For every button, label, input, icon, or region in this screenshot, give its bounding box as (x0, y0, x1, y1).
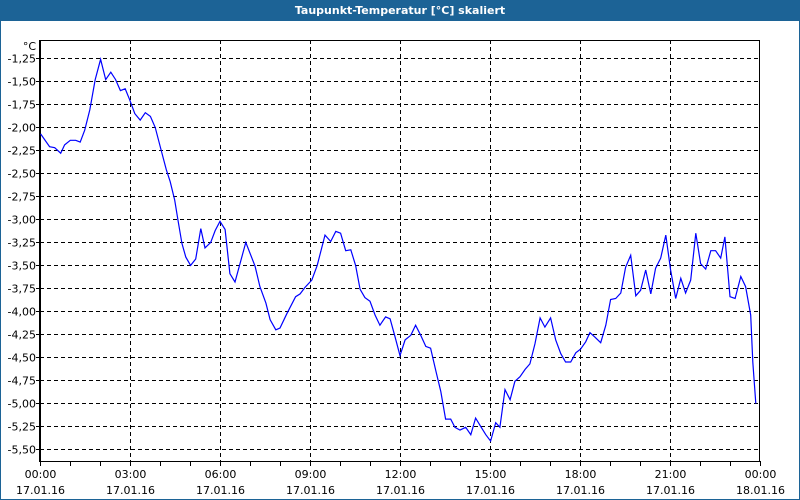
y-tick-label: -3,50 (8, 260, 36, 273)
x-tick-label-time: 21:00 (655, 468, 687, 481)
y-axis-unit-label: °C (23, 40, 37, 53)
x-tick-label-time: 18:00 (565, 468, 597, 481)
y-tick-label: -3,75 (8, 283, 36, 296)
y-tick-label: -1,75 (8, 99, 36, 112)
y-tick-label: -2,00 (8, 122, 36, 135)
y-tick-label: -5,50 (8, 444, 36, 457)
window-title: Taupunkt-Temperatur [°C] skaliert (1, 1, 799, 21)
x-tick-label-time: 15:00 (475, 468, 507, 481)
x-tick-label-date: 17.01.16 (556, 484, 605, 497)
x-tick-label-time: 12:00 (385, 468, 417, 481)
y-tick-label: -5,25 (8, 421, 36, 434)
x-tick-label-date: 17.01.16 (286, 484, 335, 497)
y-tick-label: -2,75 (8, 191, 36, 204)
x-tick-label-date: 17.01.16 (466, 484, 515, 497)
y-tick-label: -3,00 (8, 214, 36, 227)
y-tick-label: -1,50 (8, 76, 36, 89)
y-tick-label: -5,00 (8, 398, 36, 411)
x-tick-label-date: 17.01.16 (196, 484, 245, 497)
y-tick-label: -1,25 (8, 53, 36, 66)
x-tick-label-date: 17.01.16 (646, 484, 695, 497)
x-tick-label-time: 03:00 (115, 468, 147, 481)
y-tick-label: -4,75 (8, 375, 36, 388)
y-tick-label: -2,25 (8, 145, 36, 158)
y-tick-label: -3,25 (8, 237, 36, 250)
x-tick-label-time: 09:00 (295, 468, 327, 481)
y-tick-label: -4,00 (8, 306, 36, 319)
x-tick-label-time: 00:00 (25, 468, 57, 481)
series-line-dewpoint (40, 56, 757, 443)
y-tick-label: -2,50 (8, 168, 36, 181)
x-tick-label-date: 17.01.16 (376, 484, 425, 497)
y-tick-label: -4,25 (8, 329, 36, 342)
y-tick-label: -4,50 (8, 352, 36, 365)
x-tick-label-date: 17.01.16 (106, 484, 155, 497)
x-tick-label-date: 17.01.16 (16, 484, 65, 497)
x-tick-label-time: 00:00 (745, 468, 777, 481)
x-tick-label-time: 06:00 (205, 468, 237, 481)
x-tick-label-date: 18.01.16 (736, 484, 785, 497)
